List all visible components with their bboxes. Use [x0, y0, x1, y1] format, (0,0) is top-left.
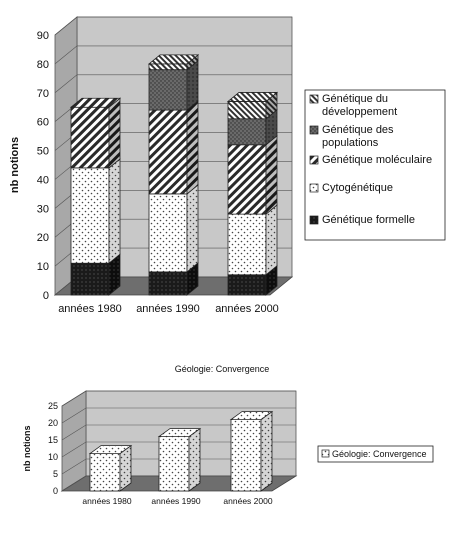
bar-segment: [227, 144, 267, 215]
bar-front: [230, 419, 262, 492]
bar-segment: [227, 118, 267, 146]
y-tick-label: 40: [37, 174, 49, 186]
bar-top: [147, 54, 200, 65]
bar-segment: [70, 167, 110, 264]
bar-stack: [226, 91, 279, 296]
gridline: [54, 74, 292, 94]
gridline: [54, 45, 292, 65]
legend-entry: Géologie: Convergence: [332, 449, 427, 459]
y-tick-label: 10: [37, 261, 49, 273]
bar: [157, 427, 202, 492]
gridline: [61, 407, 296, 424]
gridline: [61, 458, 296, 475]
legend-box: [317, 445, 434, 463]
bar: [229, 410, 274, 492]
y-axis-label: nb notions: [9, 137, 21, 193]
chart-title: Géologie: Convergence: [175, 364, 270, 374]
bar-stack: [69, 97, 122, 296]
y-tick-label: 10: [48, 452, 58, 462]
legend-swatch: [309, 215, 319, 225]
y-tick-label: 15: [48, 435, 58, 445]
bar-segment-side: [186, 184, 199, 273]
gridline: [61, 390, 296, 407]
x-category-label: années 1980: [58, 303, 122, 315]
legend-swatch: [309, 155, 319, 165]
y-tick-label: 50: [37, 146, 49, 158]
bar-stack: [147, 54, 200, 296]
bar-segment: [148, 193, 188, 273]
x-category-label: années 1980: [82, 496, 131, 506]
bar-side: [188, 427, 201, 492]
bar-segment: [148, 109, 188, 195]
bar-segment-side: [186, 100, 199, 195]
legend-swatch: [321, 449, 330, 458]
gridline: [61, 424, 296, 441]
bar: [88, 444, 133, 492]
bar-top: [88, 445, 133, 454]
legend-entry: Génétique du développement: [322, 93, 397, 118]
bar-segment-side: [265, 204, 278, 276]
x-category-label: années 2000: [223, 496, 272, 506]
legend: Géologie: Convergence: [317, 445, 434, 463]
legend-entry: Génétique des populations: [322, 124, 394, 149]
legend-entry: Génétique moléculaire: [322, 154, 432, 166]
legend-swatch: [309, 125, 319, 135]
y-tick-label: 90: [37, 30, 49, 42]
bar-segment: [148, 271, 188, 296]
bar-segment: [148, 69, 188, 111]
x-category-label: années 2000: [215, 303, 279, 315]
bar-segment-side: [108, 158, 121, 265]
y-tick-label: 30: [37, 203, 49, 215]
y-tick-label: 20: [37, 232, 49, 244]
bar-side: [260, 410, 273, 492]
bar-chart-geologie-convergence: Géologie: Convergence 0 5 10 15 20 25 nb notion…: [22, 364, 434, 506]
bar-top: [157, 428, 202, 437]
bar-segment: [227, 213, 267, 276]
bar-segment: [70, 106, 110, 169]
x-category-label: années 1990: [151, 496, 200, 506]
y-tick-label: 25: [48, 401, 58, 411]
y-tick-label: 5: [53, 469, 58, 479]
legend-swatch: [309, 183, 319, 193]
y-tick-label: 0: [53, 486, 58, 496]
bar-segment: [70, 262, 110, 296]
bar-segment: [227, 274, 267, 296]
y-tick-label: 70: [37, 88, 49, 100]
x-category-label: années 1990: [136, 303, 200, 315]
y-tick-label: 20: [48, 418, 58, 428]
bar-top: [69, 97, 122, 108]
side-wall: [61, 390, 87, 492]
legend-box: [304, 89, 446, 241]
bar-front: [89, 453, 121, 492]
bar-segment: [148, 63, 188, 71]
gridline: [54, 16, 292, 36]
y-axis-label: nb notions: [22, 426, 32, 472]
y-tick-label: 80: [37, 59, 49, 71]
bar-segment-side: [108, 97, 121, 169]
bar-segment-side: [265, 134, 278, 215]
legend-entry: Génétique formelle: [322, 214, 415, 226]
y-tick-label: 0: [43, 290, 49, 302]
stacked-bar-chart-genetique: 0 10 20 30 40 50 60 70 80 90 nb notions années 1980…: [9, 16, 446, 315]
bar-top: [229, 411, 274, 420]
legend-entry: Cytogénétique: [322, 182, 393, 194]
legend: Génétique du développement Génétique des po…: [304, 89, 446, 241]
gridline: [61, 441, 296, 458]
bar-top: [226, 92, 279, 102]
legend-swatch: [309, 94, 319, 104]
y-tick-label: 60: [37, 117, 49, 129]
bar-front: [158, 436, 190, 492]
bar-segment: [227, 101, 267, 120]
gridline: [61, 475, 296, 492]
